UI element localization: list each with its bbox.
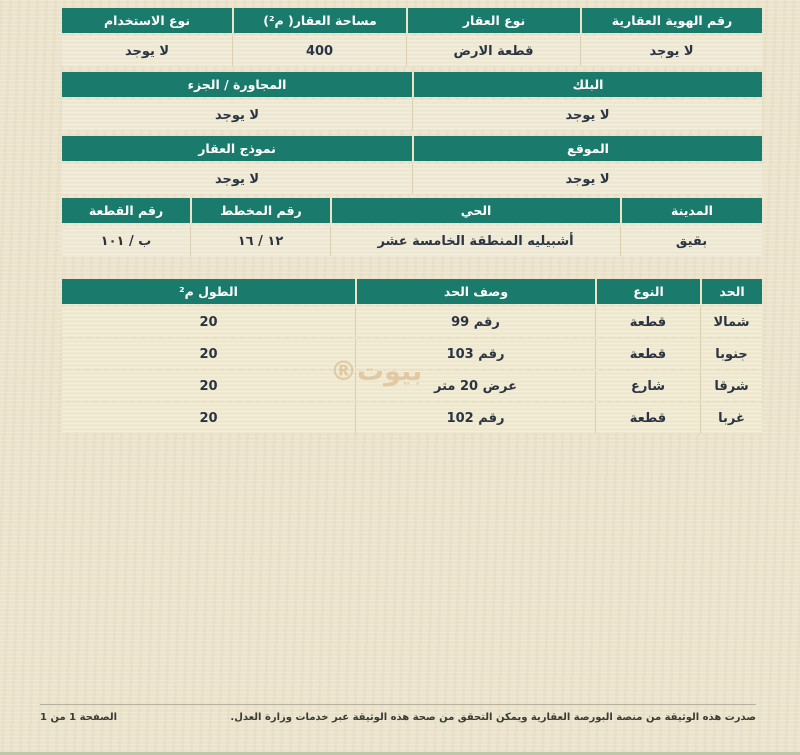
value-cell: رقم 103 bbox=[355, 339, 595, 369]
value-cell: لا يوجد bbox=[62, 100, 412, 130]
header-cell: نوع الاستخدام bbox=[62, 8, 232, 33]
value-cell: جنوبا bbox=[700, 339, 762, 369]
header-cell: المجاورة / الجزء bbox=[62, 72, 412, 97]
value-cell: 20 bbox=[62, 307, 355, 337]
header-cell: نوع العقار bbox=[406, 8, 580, 33]
header-cell: رقم القطعة bbox=[62, 198, 190, 223]
value-cell: ب / ١٠١ bbox=[62, 226, 190, 256]
footer: صدرت هذه الوثيقة من منصة البورصة العقاري… bbox=[40, 704, 756, 723]
boundary-row-east: شرقا شارع عرض 20 متر 20 bbox=[62, 371, 762, 401]
value-cell: بقيق bbox=[620, 226, 762, 256]
value-cell: قطعة bbox=[595, 339, 700, 369]
boundary-row-north: شمالا قطعة رقم 99 20 bbox=[62, 307, 762, 337]
value-cell: لا يوجد bbox=[412, 164, 762, 194]
value-cell: ١٢ / ١٦ bbox=[190, 226, 330, 256]
table-value-row: لا يوجد لا يوجد bbox=[62, 100, 762, 130]
boundaries-table: الحد النوع وصف الحد الطول م² شمالا قطعة … bbox=[62, 279, 762, 433]
value-cell: 20 bbox=[62, 339, 355, 369]
table-header-row: البلك المجاورة / الجزء bbox=[62, 72, 762, 97]
header-cell: الطول م² bbox=[62, 279, 355, 304]
boundary-row-west: غربا قطعة رقم 102 20 bbox=[62, 403, 762, 433]
value-cell: شارع bbox=[595, 371, 700, 401]
value-cell: عرض 20 متر bbox=[355, 371, 595, 401]
value-cell: قطعة bbox=[595, 307, 700, 337]
value-cell: لا يوجد bbox=[62, 164, 412, 194]
value-cell: شمالا bbox=[700, 307, 762, 337]
bottom-edge-strip bbox=[0, 752, 800, 755]
value-cell: رقم 102 bbox=[355, 403, 595, 433]
table-value-row: بقيق أشبيليه المنطقة الخامسة عشر ١٢ / ١٦… bbox=[62, 226, 762, 256]
header-cell: الحي bbox=[330, 198, 620, 223]
header-cell: وصف الحد bbox=[355, 279, 595, 304]
header-cell: مساحة العقار( م²) bbox=[232, 8, 406, 33]
document-content: رقم الهوية العقارية نوع العقار مساحة الع… bbox=[62, 8, 762, 433]
header-cell: رقم الهوية العقارية bbox=[580, 8, 762, 33]
value-cell: 400 bbox=[232, 36, 406, 66]
header-cell: النوع bbox=[595, 279, 700, 304]
table-header-row: الموقع نموذج العقار bbox=[62, 136, 762, 161]
value-cell: رقم 99 bbox=[355, 307, 595, 337]
value-cell: 20 bbox=[62, 403, 355, 433]
header-cell: الموقع bbox=[412, 136, 762, 161]
table-value-row: لا يوجد قطعة الارض 400 لا يوجد bbox=[62, 36, 762, 66]
city-plan-table: المدينة الحي رقم المخطط رقم القطعة بقيق … bbox=[62, 198, 762, 256]
boundary-row-south: جنوبا قطعة رقم 103 20 bbox=[62, 339, 762, 369]
value-cell: قطعة الارض bbox=[406, 36, 580, 66]
table-header-row: رقم الهوية العقارية نوع العقار مساحة الع… bbox=[62, 8, 762, 33]
location-table: الموقع نموذج العقار لا يوجد لا يوجد bbox=[62, 136, 762, 194]
header-cell: الحد bbox=[700, 279, 762, 304]
value-cell: قطعة bbox=[595, 403, 700, 433]
value-cell: أشبيليه المنطقة الخامسة عشر bbox=[330, 226, 620, 256]
value-cell: 20 bbox=[62, 371, 355, 401]
value-cell: لا يوجد bbox=[412, 100, 762, 130]
property-identity-table: رقم الهوية العقارية نوع العقار مساحة الع… bbox=[62, 8, 762, 66]
block-table: البلك المجاورة / الجزء لا يوجد لا يوجد bbox=[62, 72, 762, 130]
table-value-row: لا يوجد لا يوجد bbox=[62, 164, 762, 194]
footer-page-indicator: الصفحة 1 من 1 bbox=[40, 712, 118, 723]
header-cell: نموذج العقار bbox=[62, 136, 412, 161]
header-cell: رقم المخطط bbox=[190, 198, 330, 223]
header-cell: البلك bbox=[412, 72, 762, 97]
value-cell: لا يوجد bbox=[62, 36, 232, 66]
value-cell: شرقا bbox=[700, 371, 762, 401]
footer-issuance-note: صدرت هذه الوثيقة من منصة البورصة العقاري… bbox=[230, 712, 756, 723]
table-header-row: المدينة الحي رقم المخطط رقم القطعة bbox=[62, 198, 762, 223]
value-cell: لا يوجد bbox=[580, 36, 762, 66]
value-cell: غربا bbox=[700, 403, 762, 433]
header-cell: المدينة bbox=[620, 198, 762, 223]
table-header-row: الحد النوع وصف الحد الطول م² bbox=[62, 279, 762, 304]
